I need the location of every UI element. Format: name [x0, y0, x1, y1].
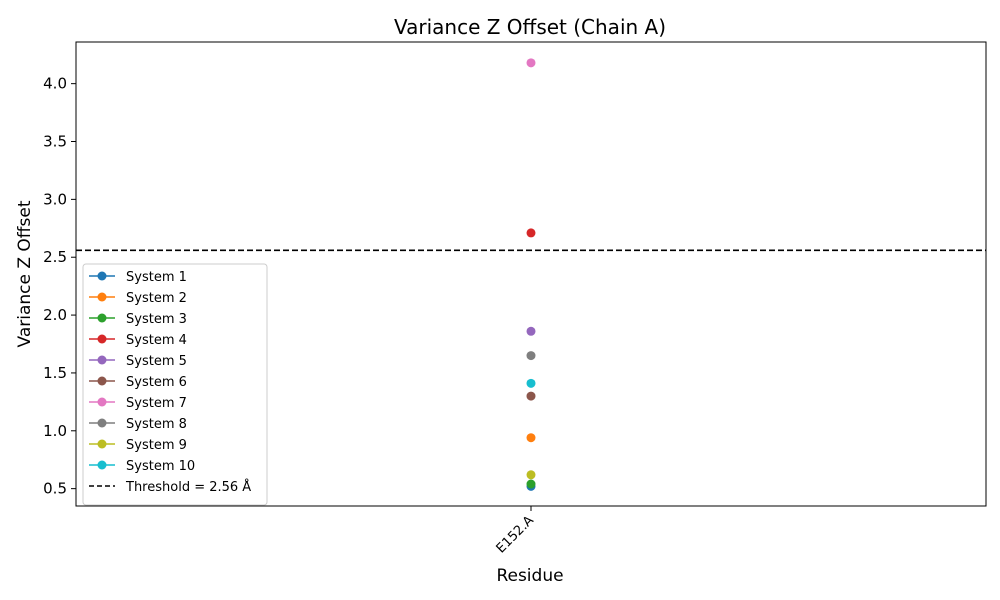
data-point-system-5: [526, 326, 536, 336]
legend-entry-system-6: System 6: [89, 375, 187, 390]
legend-label: System 3: [126, 312, 187, 327]
y-tick-label: 2.5: [43, 248, 67, 266]
legend-label: System 5: [126, 354, 187, 369]
data-point-system-7: [526, 58, 536, 68]
data-point-system-9: [526, 470, 536, 480]
legend-label: System 6: [126, 375, 187, 390]
data-point-system-10: [526, 378, 536, 388]
data-point-system-6: [526, 391, 536, 401]
legend-label: System 9: [126, 438, 187, 453]
legend-entry-system-4: System 4: [89, 333, 187, 348]
y-tick-label: 1.5: [43, 364, 67, 382]
legend-marker: [97, 292, 107, 302]
legend-entry-system-3: System 3: [89, 312, 187, 327]
legend-marker: [97, 334, 107, 344]
legend-label: System 4: [126, 333, 187, 348]
y-tick-label: 2.0: [43, 306, 67, 324]
legend-marker: [97, 460, 107, 470]
legend-marker: [97, 418, 107, 428]
y-tick-label: 0.5: [43, 480, 67, 498]
legend-label: System 1: [126, 270, 187, 285]
y-axis-label: Variance Z Offset: [15, 200, 35, 347]
y-tick-label: 1.0: [43, 422, 67, 440]
chart-title: Variance Z Offset (Chain A): [394, 15, 666, 39]
legend-label: System 10: [126, 459, 195, 474]
legend-entry-system-1: System 1: [89, 270, 187, 285]
legend-label: System 2: [126, 291, 187, 306]
x-axis-label: Residue: [496, 566, 563, 586]
legend-label: System 8: [126, 417, 187, 432]
legend-marker: [97, 313, 107, 323]
legend-label: System 7: [126, 396, 187, 411]
legend-marker: [97, 355, 107, 365]
legend-marker: [97, 271, 107, 281]
legend-entry-system-10: System 10: [89, 459, 195, 474]
legend-entry-system-8: System 8: [89, 417, 187, 432]
data-point-system-4: [526, 228, 536, 238]
legend-entry-system-7: System 7: [89, 396, 187, 411]
legend-marker: [97, 397, 107, 407]
legend-label: Threshold = 2.56 Å: [125, 479, 251, 495]
legend: System 1 System 2 System 3 System 4 System 5…: [82, 263, 268, 506]
legend-box: [82, 263, 268, 506]
legend-marker: [97, 439, 107, 449]
data-point-system-8: [526, 351, 536, 361]
y-tick-label: 4.0: [43, 75, 67, 93]
legend-entry-threshold: Threshold = 2.56 Å: [89, 479, 251, 495]
data-point-system-2: [526, 433, 536, 443]
y-tick-label: 3.5: [43, 133, 67, 151]
legend-entry-system-9: System 9: [89, 438, 187, 453]
axes-frame: [75, 41, 987, 507]
y-tick-label: 3.0: [43, 190, 67, 208]
legend-entry-system-2: System 2: [89, 291, 187, 306]
data-point-system-3: [526, 479, 536, 489]
legend-entry-system-5: System 5: [89, 354, 187, 369]
legend-marker: [97, 376, 107, 386]
